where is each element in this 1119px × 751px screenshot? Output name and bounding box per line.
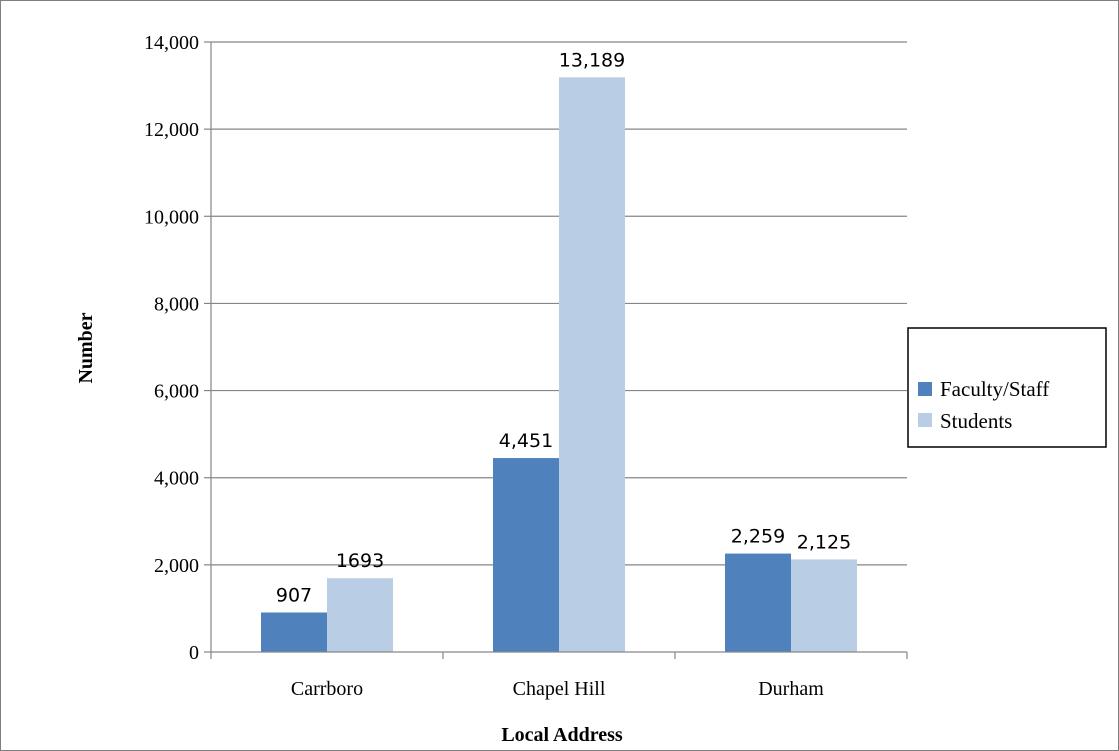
bar [493, 458, 559, 652]
x-tick-label: Durham [758, 678, 824, 700]
legend-label-faculty-staff: Faculty/Staff [940, 377, 1049, 401]
axes [210, 42, 908, 659]
legend: Faculty/Staff Students [907, 327, 1107, 448]
y-tick-label: 10,000 [144, 206, 199, 228]
bar [725, 553, 791, 652]
data-label: 2,125 [797, 531, 851, 553]
x-tick-labels: Carrboro Chapel Hill Durham [291, 678, 824, 700]
legend-box [907, 327, 1107, 448]
x-tick-label: Carrboro [291, 678, 363, 700]
legend-swatch-students [918, 413, 932, 427]
x-tick-label: Chapel Hill [513, 678, 606, 700]
legend-label-students: Students [940, 409, 1012, 433]
y-tick-label: 6,000 [154, 381, 199, 403]
bar [791, 559, 857, 652]
y-tick-label: 2,000 [154, 555, 199, 577]
y-tick-label: 12,000 [144, 119, 199, 141]
legend-swatch-faculty-staff [918, 382, 932, 396]
data-label: 1693 [336, 550, 384, 572]
data-label: 4,451 [499, 430, 553, 452]
y-axis-title: Number [75, 312, 97, 383]
x-axis-title: Local Address [501, 724, 623, 746]
y-tick-labels: 0 2,000 4,000 6,000 8,000 10,000 12,000 14,000 [144, 32, 199, 664]
bar [559, 77, 625, 652]
y-tick-label: 14,000 [144, 32, 199, 54]
y-tick-label: 8,000 [154, 293, 199, 315]
data-labels: 907 1693 4,451 13,189 2,259 2,125 [276, 49, 851, 606]
bar [327, 578, 393, 652]
data-label: 907 [276, 584, 312, 606]
y-tick-label: 4,000 [154, 468, 199, 490]
data-label: 13,189 [559, 49, 625, 71]
data-label: 2,259 [731, 526, 785, 548]
y-tick-label: 0 [189, 642, 199, 664]
bars [261, 77, 857, 652]
bar [261, 612, 327, 652]
